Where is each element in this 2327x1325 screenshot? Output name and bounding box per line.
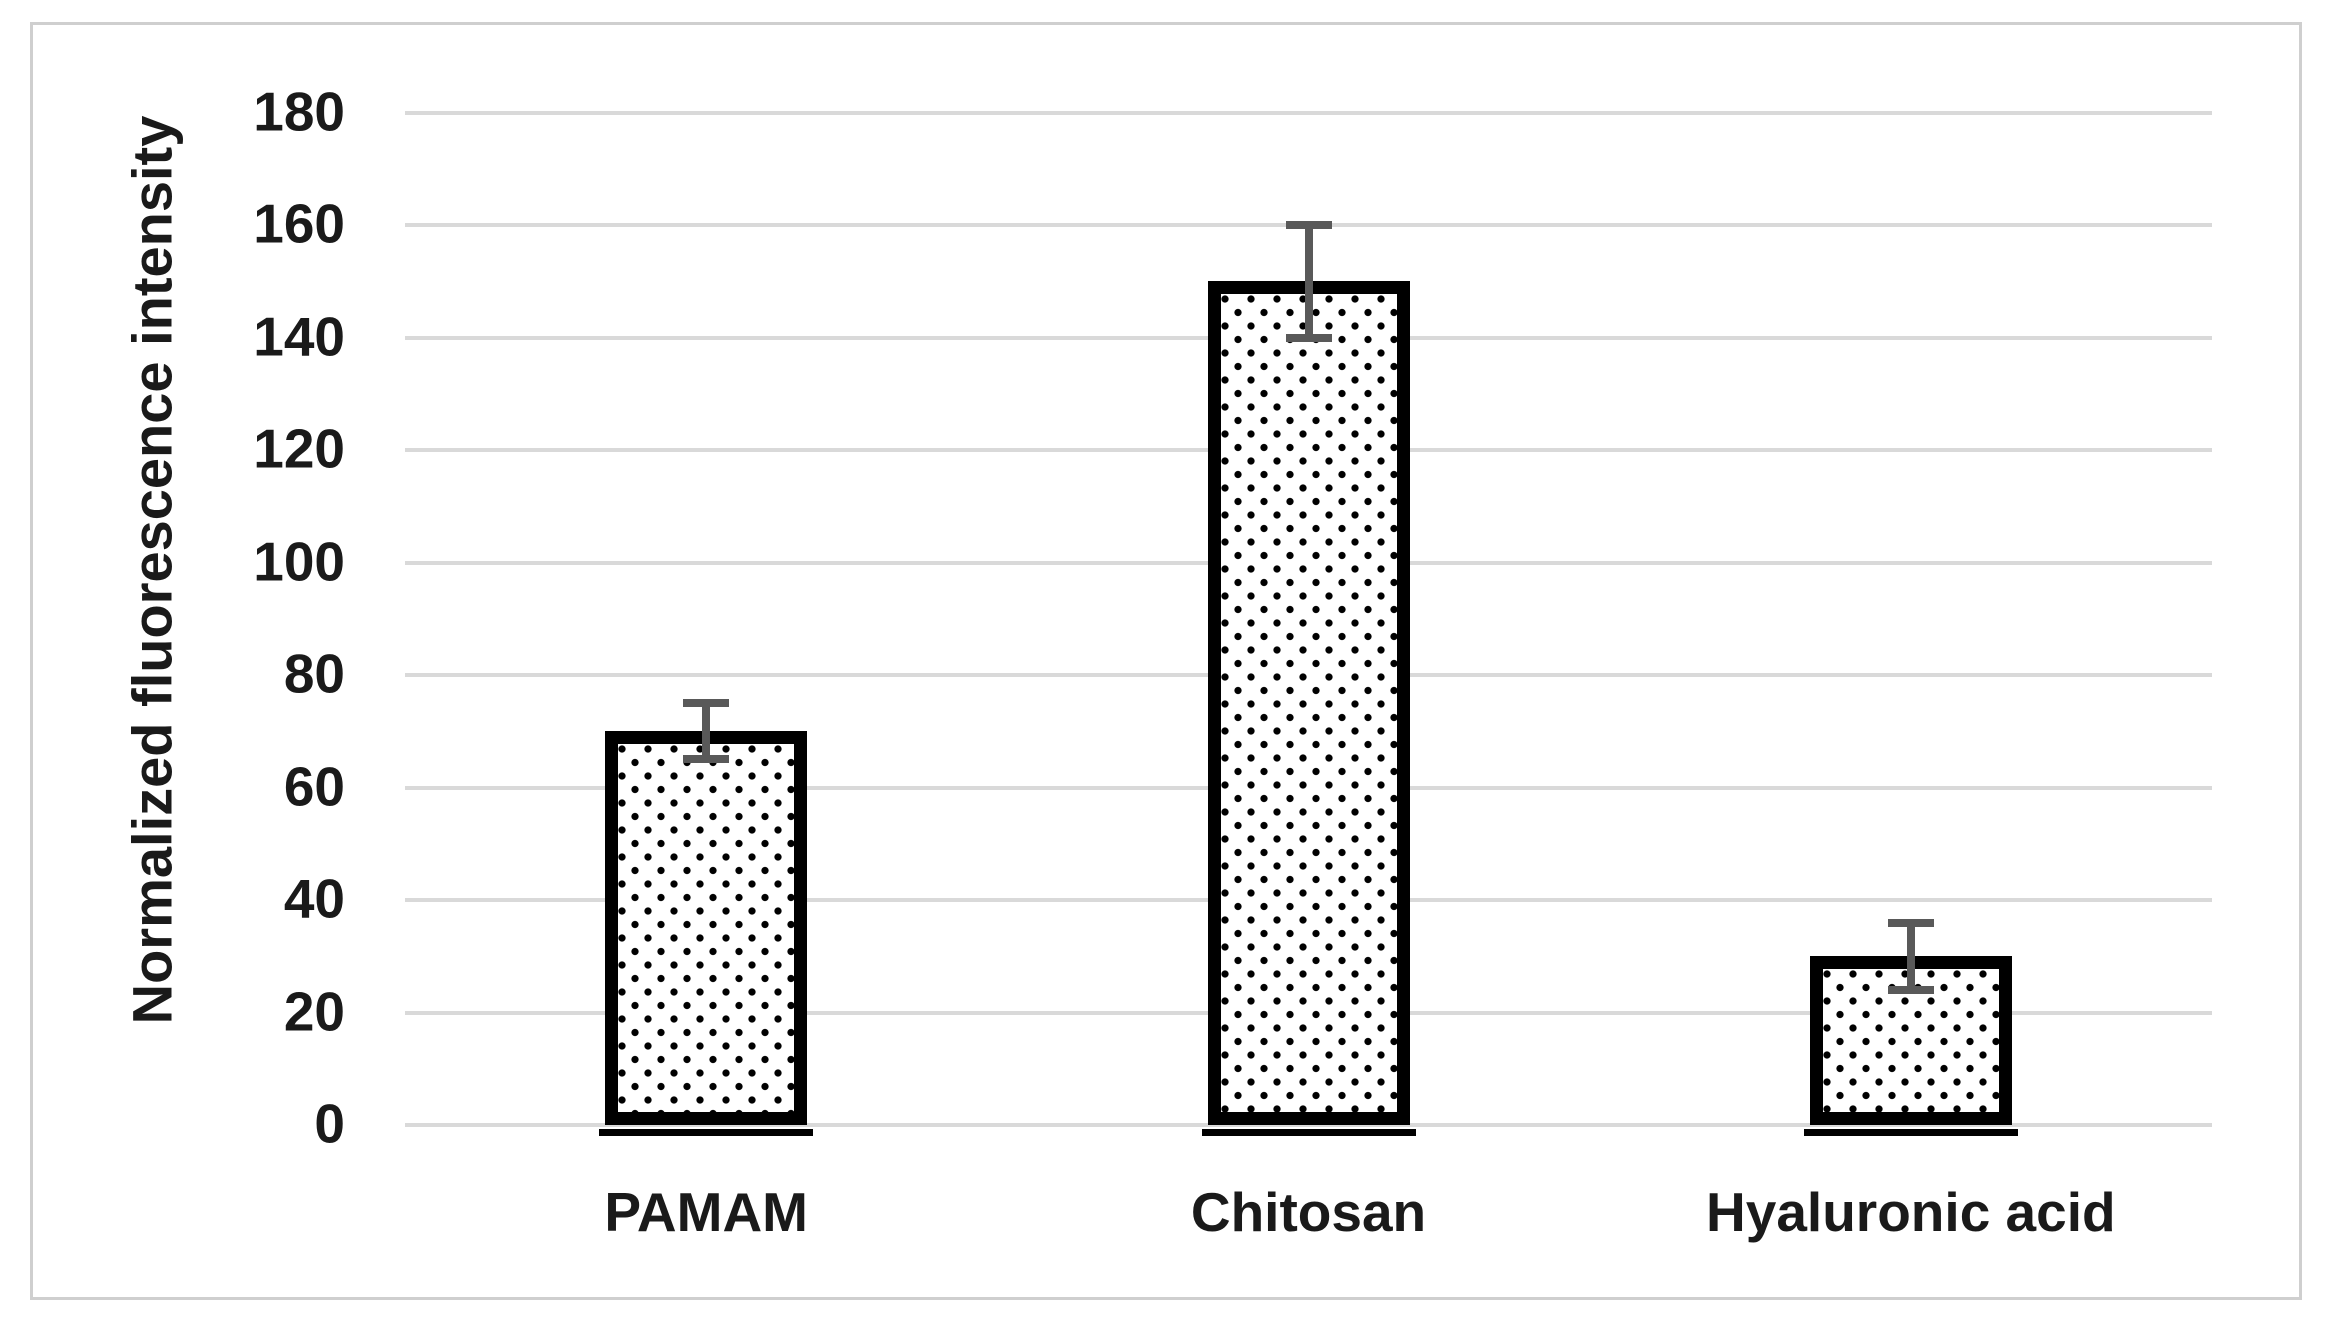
bar-chitosan (1207, 281, 1410, 1125)
bar-baseline-pamam (599, 1129, 814, 1136)
error-bar-cap-bottom-hyaluronic-acid (1887, 986, 1934, 994)
error-bar-cap-top-pamam (683, 699, 730, 708)
x-axis-label-pamam: PAMAM (604, 1181, 808, 1243)
y-tick-label-0: 0 (314, 1092, 345, 1155)
x-axis-label-hyaluronic-acid: Hyaluronic acid (1706, 1181, 2116, 1243)
error-bar-cap-top-hyaluronic-acid (1887, 918, 1934, 927)
y-tick-label-120: 120 (253, 417, 345, 480)
y-tick-label-80: 80 (283, 642, 345, 705)
y-tick-label-140: 140 (253, 305, 345, 368)
y-tick-label-100: 100 (253, 530, 345, 593)
error-bar-cap-bottom-pamam (683, 755, 730, 764)
error-bar-hyaluronic-acid (1906, 922, 1915, 990)
gridline-0 (405, 1123, 2212, 1127)
bar-baseline-hyaluronic-acid (1803, 1129, 2018, 1136)
error-bar-chitosan (1304, 225, 1313, 338)
error-bar-cap-top-chitosan (1285, 221, 1332, 229)
y-tick-label-160: 160 (253, 192, 345, 255)
y-tick-label-60: 60 (283, 755, 345, 818)
gridline-180 (405, 110, 2212, 115)
bar-pamam (605, 731, 808, 1125)
bar-baseline-chitosan (1201, 1129, 1416, 1136)
error-bar-cap-bottom-chitosan (1285, 333, 1332, 342)
error-bar-pamam (702, 703, 711, 760)
y-tick-label-180: 180 (253, 80, 345, 143)
x-axis-label-chitosan: Chitosan (1190, 1181, 1427, 1243)
y-tick-label-40: 40 (283, 867, 345, 930)
y-tick-label-20: 20 (283, 980, 345, 1043)
